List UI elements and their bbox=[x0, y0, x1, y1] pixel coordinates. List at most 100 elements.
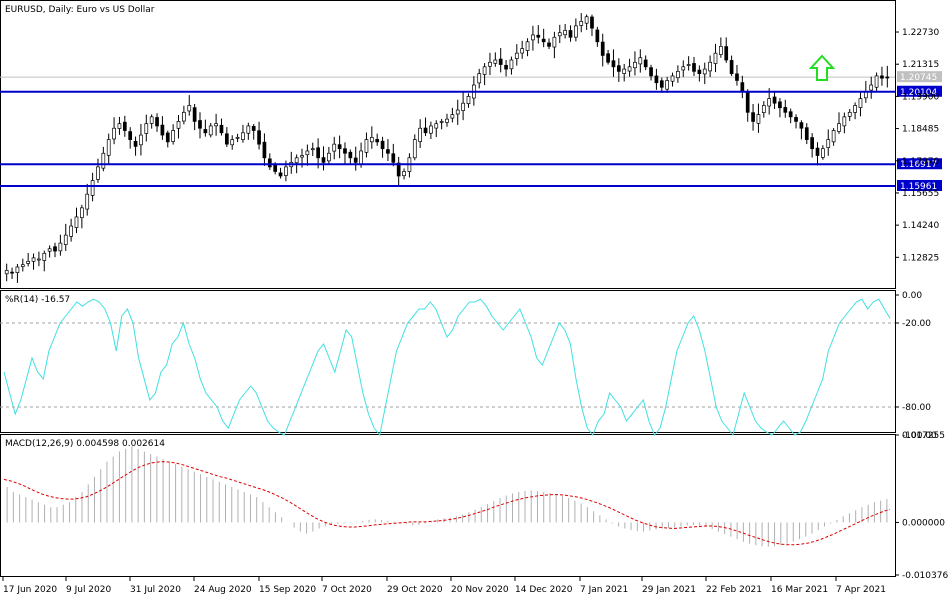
candle-body bbox=[198, 120, 202, 129]
candle-body bbox=[58, 242, 63, 252]
candle-body bbox=[343, 148, 347, 154]
candlestick-series bbox=[4, 13, 890, 283]
candle-body bbox=[445, 118, 449, 123]
candle-body bbox=[418, 127, 423, 142]
candle-body bbox=[316, 147, 320, 159]
candle-body bbox=[369, 136, 374, 143]
candle-body bbox=[525, 41, 530, 51]
candle-body bbox=[241, 132, 245, 140]
candle-body bbox=[616, 65, 621, 72]
candle-body bbox=[155, 117, 159, 127]
candle-body bbox=[47, 248, 52, 252]
macd-tick-label: 0.000000 bbox=[902, 518, 945, 528]
candle-body bbox=[386, 149, 390, 154]
time-tick-label: 31 Jul 2020 bbox=[130, 585, 181, 595]
candle-body bbox=[649, 67, 653, 77]
price-tick-label: 1.21315 bbox=[902, 60, 939, 70]
candle-body bbox=[396, 162, 401, 177]
price-tick-label: 1.17070 bbox=[902, 157, 939, 167]
candle-body bbox=[826, 139, 831, 148]
time-tick-label: 22 Feb 2021 bbox=[706, 585, 762, 595]
candle-body bbox=[600, 41, 605, 56]
candle-body bbox=[171, 130, 175, 142]
candle-body bbox=[122, 121, 127, 131]
candle-body bbox=[627, 66, 632, 72]
candle-body bbox=[4, 270, 9, 275]
candle-body bbox=[574, 25, 578, 38]
candle-body bbox=[633, 61, 637, 69]
candle-body bbox=[799, 122, 804, 129]
candle-body bbox=[139, 134, 143, 146]
macd-tick-label: -0.010376 bbox=[902, 571, 948, 581]
candle-body bbox=[434, 123, 439, 129]
candle-body bbox=[85, 193, 90, 210]
candle-body bbox=[670, 75, 675, 82]
candle-body bbox=[504, 64, 508, 70]
candle-body bbox=[337, 144, 342, 150]
time-tick-label: 29 Oct 2020 bbox=[387, 585, 443, 595]
candle-body bbox=[20, 264, 25, 267]
candle-body bbox=[821, 148, 825, 158]
candle-body bbox=[294, 157, 299, 164]
candle-body bbox=[568, 30, 573, 38]
candle-body bbox=[391, 153, 396, 163]
candle-body bbox=[735, 73, 739, 81]
candle-body bbox=[579, 20, 584, 26]
candle-body bbox=[380, 140, 385, 150]
candle-body bbox=[128, 131, 133, 140]
time-tick-label: 29 Jan 2021 bbox=[642, 585, 696, 595]
candle-body bbox=[214, 123, 218, 127]
candle-body bbox=[552, 36, 557, 48]
candle-body bbox=[804, 127, 809, 140]
candle-body bbox=[788, 111, 793, 118]
time-tick-label: 15 Sep 2020 bbox=[259, 585, 316, 595]
candle-body bbox=[182, 111, 186, 122]
wpr-tick-label: -80.00 bbox=[902, 403, 931, 413]
current-price-tag bbox=[897, 71, 942, 83]
candle-body bbox=[815, 147, 820, 156]
candle-body bbox=[375, 139, 380, 143]
wpr-axis: 0.00 -20.00 -80.00 -100.00 bbox=[895, 291, 937, 441]
candle-body bbox=[719, 46, 723, 55]
candle-body bbox=[536, 34, 541, 38]
candle-body bbox=[676, 71, 680, 79]
candle-body bbox=[284, 166, 288, 176]
candle-body bbox=[697, 69, 702, 74]
time-tick-label: 9 Jul 2020 bbox=[66, 585, 111, 595]
candle-body bbox=[686, 64, 691, 66]
candle-body bbox=[692, 63, 696, 72]
candle-body bbox=[353, 157, 358, 163]
candle-body bbox=[874, 75, 879, 88]
candle-body bbox=[885, 76, 890, 79]
level-price-tag bbox=[897, 85, 942, 97]
candle-body bbox=[756, 114, 761, 124]
horizontal-levels: 1.20104 1.16917 1.15961 bbox=[0, 85, 942, 192]
candle-body bbox=[455, 109, 460, 115]
candle-body bbox=[101, 152, 106, 169]
time-tick-label: 7 Oct 2020 bbox=[322, 585, 372, 595]
price-axis: 1.22730 1.21315 1.19900 1.18485 1.17070 1.156… bbox=[895, 28, 942, 263]
candle-body bbox=[729, 60, 734, 74]
candle-body bbox=[53, 246, 57, 252]
candle-body bbox=[590, 16, 594, 29]
candle-body bbox=[708, 61, 712, 72]
candle-body bbox=[493, 59, 498, 64]
candle-body bbox=[402, 171, 406, 177]
candle-body bbox=[547, 42, 551, 47]
candle-body bbox=[477, 73, 482, 84]
time-tick-label: 14 Dec 2020 bbox=[515, 585, 573, 595]
candle-body bbox=[794, 117, 798, 122]
macd-title: MACD(12,26,9) 0.004598 0.002614 bbox=[5, 439, 165, 449]
candle-body bbox=[74, 216, 79, 228]
candle-body bbox=[37, 258, 41, 261]
macd-histogram bbox=[6, 446, 888, 547]
candle-body bbox=[10, 271, 14, 274]
candle-body bbox=[450, 114, 455, 119]
candle-body bbox=[364, 139, 369, 153]
wpr-tick-label: -100.00 bbox=[902, 431, 937, 441]
up-arrow-shape bbox=[808, 54, 836, 81]
candle-body bbox=[15, 266, 20, 273]
candle-body bbox=[133, 140, 138, 147]
candle-body bbox=[112, 127, 116, 140]
